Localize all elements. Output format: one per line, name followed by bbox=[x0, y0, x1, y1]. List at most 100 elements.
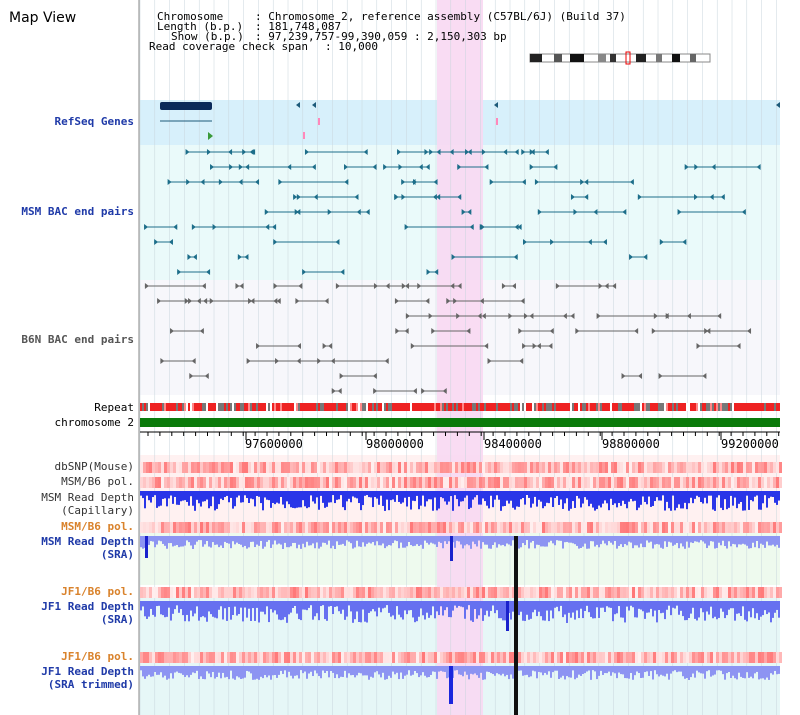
repeat-segment bbox=[656, 403, 658, 411]
depth-bar bbox=[184, 601, 186, 622]
polymorphism-cell bbox=[410, 587, 413, 598]
depth-bar bbox=[718, 536, 720, 543]
polymorphism-cell bbox=[149, 477, 152, 488]
repeat-segment bbox=[772, 403, 774, 411]
depth-bar bbox=[552, 536, 554, 544]
polymorphism-cell bbox=[758, 522, 761, 533]
track-label-refseq[interactable]: RefSeq Genes bbox=[54, 115, 134, 128]
repeat-segment bbox=[410, 403, 412, 411]
polymorphism-cell bbox=[191, 587, 194, 598]
polymorphism-cell bbox=[551, 587, 554, 598]
depth-bar bbox=[600, 536, 602, 545]
repeat-segment bbox=[172, 403, 174, 411]
depth-bar bbox=[566, 536, 568, 542]
polymorphism-cell bbox=[299, 587, 302, 598]
bac-end bbox=[465, 149, 470, 155]
track-label-msm-bac[interactable]: MSM BAC end pairs bbox=[21, 205, 134, 218]
polymorphism-cell bbox=[611, 477, 614, 488]
bac-end bbox=[404, 328, 409, 334]
depth-bar bbox=[494, 536, 496, 543]
polymorphism-cell bbox=[536, 587, 539, 598]
bac-end bbox=[696, 343, 701, 349]
polymorphism-cell bbox=[737, 522, 740, 533]
polymorphism-cell bbox=[512, 652, 515, 663]
depth-bar bbox=[288, 491, 290, 505]
depth-bar bbox=[706, 536, 708, 549]
polymorphism-cell bbox=[383, 652, 386, 663]
bac-end bbox=[638, 373, 643, 379]
polymorphism-cell bbox=[263, 462, 266, 473]
polymorphism-cell bbox=[545, 522, 548, 533]
polymorphism-cell bbox=[626, 587, 629, 598]
polymorphism-cell bbox=[416, 477, 419, 488]
polymorphism-cell bbox=[473, 587, 476, 598]
depth-bar bbox=[310, 601, 312, 606]
depth-bar bbox=[544, 601, 546, 621]
polymorphism-cell bbox=[200, 477, 203, 488]
polymorphism-cell bbox=[173, 462, 176, 473]
polymorphism-cell bbox=[440, 462, 443, 473]
depth-bar bbox=[478, 491, 480, 505]
polymorphism-cell bbox=[761, 587, 764, 598]
depth-bar bbox=[704, 491, 706, 498]
polymorphism-cell bbox=[611, 522, 614, 533]
polymorphism-cell bbox=[503, 462, 506, 473]
polymorphism-cell bbox=[542, 477, 545, 488]
depth-bar bbox=[572, 491, 574, 502]
polymorphism-cell bbox=[701, 477, 704, 488]
polymorphism-cell bbox=[329, 652, 332, 663]
polymorphism-cell bbox=[752, 652, 755, 663]
depth-bar bbox=[538, 601, 540, 612]
track-label-b6n-bac[interactable]: B6N BAC end pairs bbox=[21, 333, 134, 346]
depth-bar bbox=[598, 601, 600, 618]
depth-bar bbox=[598, 536, 600, 548]
polymorphism-cell bbox=[578, 587, 581, 598]
polymorphism-cell bbox=[290, 587, 293, 598]
depth-bar bbox=[642, 601, 644, 612]
depth-bar bbox=[184, 666, 186, 677]
depth-bar bbox=[720, 666, 722, 671]
depth-bar bbox=[762, 536, 764, 545]
polymorphism-cell bbox=[275, 477, 278, 488]
depth-bar bbox=[402, 491, 404, 503]
depth-bar bbox=[470, 491, 472, 508]
repeat-segment bbox=[706, 403, 708, 411]
bac-end bbox=[256, 343, 261, 349]
repeat-segment bbox=[384, 403, 386, 411]
polymorphism-cell bbox=[410, 522, 413, 533]
depth-bar bbox=[596, 666, 598, 680]
depth-bar bbox=[472, 536, 474, 542]
depth-bar bbox=[536, 536, 538, 545]
repeat-segment bbox=[610, 403, 612, 411]
bac-end bbox=[449, 149, 454, 155]
depth-bar bbox=[724, 491, 726, 500]
bac-end bbox=[239, 283, 244, 289]
repeat-segment bbox=[704, 403, 706, 411]
polymorphism-cell bbox=[725, 652, 728, 663]
depth-bar bbox=[576, 601, 578, 611]
repeat-segment bbox=[210, 403, 212, 411]
polymorphism-cell bbox=[266, 462, 269, 473]
polymorphism-cell bbox=[197, 477, 200, 488]
depth-bar bbox=[424, 601, 426, 620]
polymorphism-cell bbox=[740, 477, 743, 488]
polymorphism-cell bbox=[188, 652, 191, 663]
depth-bar bbox=[418, 601, 420, 617]
repeat-segment bbox=[332, 403, 334, 411]
polymorphism-cell bbox=[713, 587, 716, 598]
depth-bar bbox=[378, 666, 380, 675]
depth-bar bbox=[300, 536, 302, 549]
polymorphism-cell bbox=[665, 522, 668, 533]
depth-bar bbox=[736, 491, 738, 509]
polymorphism-cell bbox=[506, 462, 509, 473]
repeat-segment bbox=[250, 403, 252, 411]
depth-bar bbox=[254, 601, 256, 621]
repeat-segment bbox=[778, 403, 780, 411]
polymorphism-cell bbox=[731, 477, 734, 488]
polymorphism-cell bbox=[251, 477, 254, 488]
polymorphism-cell bbox=[152, 587, 155, 598]
depth-bar bbox=[760, 666, 762, 679]
repeat-segment bbox=[698, 403, 700, 411]
depth-bar bbox=[602, 536, 604, 541]
